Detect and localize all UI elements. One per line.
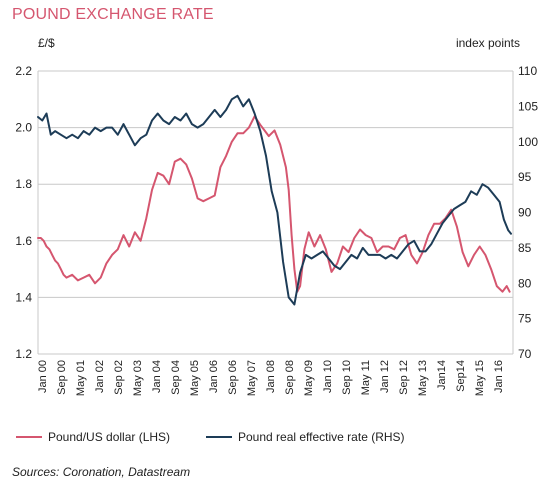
left-tick-label: 2.0 [15,121,32,135]
right-tick-labels: 110 105 100 95 90 85 80 75 70 [518,64,538,361]
left-tick-label: 1.4 [15,290,32,304]
source-note: Sources: Coronation, Datastream [12,465,191,479]
x-tick-label: May 01 [75,360,87,396]
x-tick-label: May 09 [303,360,315,396]
right-tick-label: 95 [518,170,532,184]
right-tick-label: 105 [518,99,538,113]
legend-item-usd: Pound/US dollar (LHS) [16,430,170,444]
left-tick-label: 1.6 [15,234,32,248]
left-axis-label: £/$ [38,36,55,50]
x-tick-label: Jan 08 [265,360,277,393]
x-tick-label: May 07 [246,360,258,396]
x-tick-label: Jan 00 [37,360,49,393]
x-tick-label: Sep14 [455,360,467,392]
left-tick-label: 1.8 [15,177,32,191]
legend-label-reer: Pound real effective rate (RHS) [238,430,405,444]
x-tick-label: May 11 [360,360,372,395]
x-tick-label: May 03 [132,360,144,396]
right-tick-label: 80 [518,276,532,290]
right-axis-label: index points [455,36,520,50]
x-tick-label: Sep 02 [113,360,125,395]
series-line-usd [37,115,511,293]
x-tick-label: Jan14 [436,360,448,390]
x-tick-label: Sep 10 [341,360,353,395]
legend-label-usd: Pound/US dollar (LHS) [48,430,171,444]
x-tick-label: May 13 [417,360,429,396]
x-tick-label: Sep 04 [170,360,182,395]
left-tick-label: 1.2 [15,347,32,361]
x-tick-label: Sep 06 [227,360,239,395]
x-tick-label: Jan 04 [151,360,163,393]
right-tick-label: 90 [518,206,532,220]
x-tick-label: Jan 12 [379,360,391,393]
legend-swatch-usd [16,435,42,438]
x-tick-labels: Jan 00 Sep 00 May 01 Jan 02 Sep 02 May 03 Jan … [37,360,505,396]
x-tick-label: Jan 16 [493,360,505,393]
x-tick-label: Sep 00 [56,360,68,395]
legend-item-reer: Pound real effective rate (RHS) [206,430,405,444]
right-tick-label: 110 [518,64,537,78]
chart-title: POUND EXCHANGE RATE [12,6,214,23]
right-tick-label: 70 [518,347,532,361]
right-tick-label: 85 [518,241,532,255]
x-tick-label: Sep 08 [284,360,296,395]
series-lines [37,94,512,306]
x-tick-label: Sep 12 [398,360,410,395]
legend-swatch-reer [206,435,232,438]
x-tick-label: May 15 [474,360,486,396]
left-tick-labels: 2.2 2.0 1.8 1.6 1.4 1.2 [15,64,32,361]
grid-lines [37,70,514,355]
x-tick-label: Jan 06 [208,360,220,393]
right-tick-label: 75 [518,312,532,326]
series-line-reer [37,94,512,306]
x-tick-label: Jan 02 [94,360,106,393]
x-tick-label: Jan 10 [322,360,334,393]
left-tick-label: 2.2 [15,64,32,78]
x-tick-label: May 05 [189,360,201,396]
right-tick-label: 100 [518,135,538,149]
